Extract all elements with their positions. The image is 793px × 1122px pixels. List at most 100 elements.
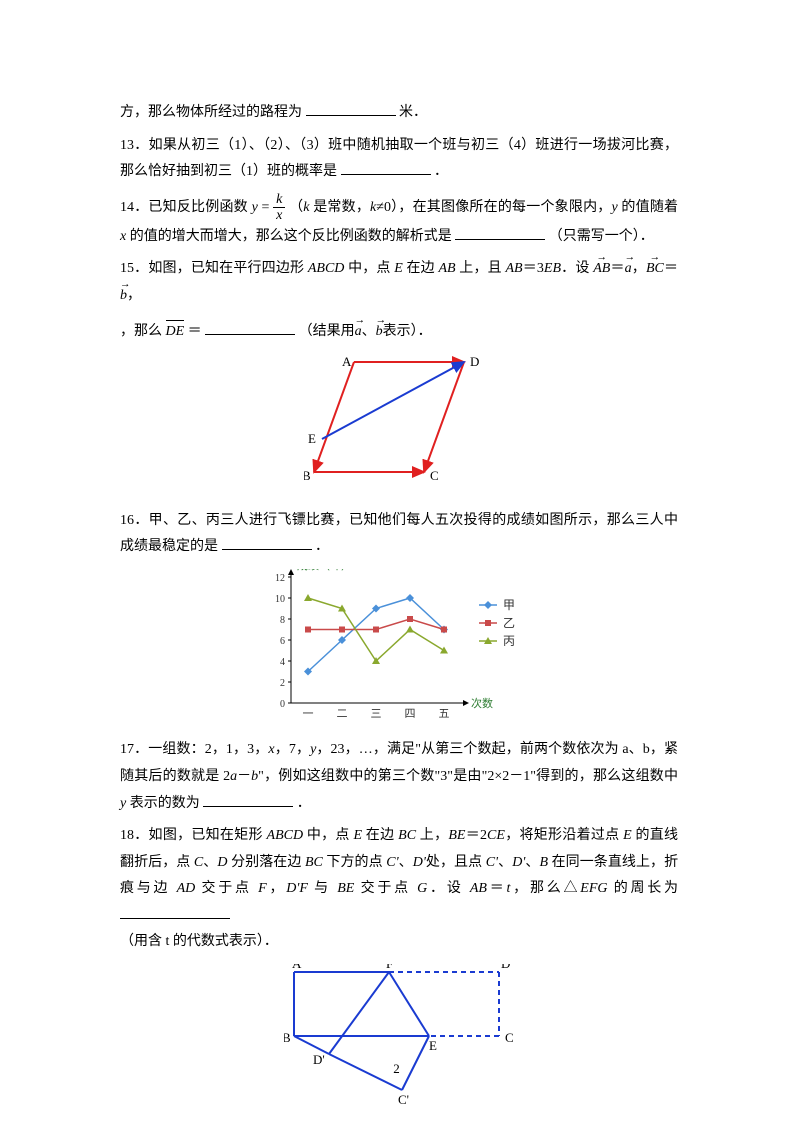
q18-AD: AD [177, 881, 196, 896]
q18-DpF: D'F [286, 881, 308, 896]
page: 方，那么物体所经过的路程为 米． 13．如果从初三（1）、（2）、（3）班中随机… [0, 0, 793, 1122]
q14-frac: k x [273, 192, 285, 224]
q14-num: k [273, 192, 285, 208]
q14-t2: （ [289, 200, 303, 215]
q18-abcd: ABCD [267, 828, 304, 843]
q17-t5: 表示的数为 [126, 796, 200, 811]
q15-EB: EB [544, 261, 561, 276]
q18-t11: 交于点 [195, 881, 258, 896]
svg-text:C': C' [398, 1092, 409, 1104]
svg-text:C: C [505, 1030, 514, 1045]
q18-t18: （用含 t 的代数式表示）． [120, 934, 278, 949]
q18-CE: CE [487, 828, 505, 843]
q15-t1: 15．如图，已知在平行四边形 [120, 261, 308, 276]
svg-text:A: A [342, 354, 352, 369]
q18-C: C [194, 855, 203, 870]
q15-c1: ， [632, 261, 646, 276]
q13-text2: ． [434, 164, 448, 179]
q18-and1: 、 [203, 855, 217, 870]
q17-blank [203, 792, 293, 807]
svg-text:B: B [304, 468, 311, 483]
q14: 14．已知反比例函数 y = k x （k 是常数，k≠0），在其图像所在的每一… [120, 192, 678, 250]
q15-vb2: b [376, 319, 383, 346]
q14-eq: = [262, 200, 274, 215]
fig15-svg: ADEBC [304, 354, 494, 489]
svg-text:二: 二 [337, 708, 348, 719]
svg-text:一: 一 [303, 708, 314, 719]
q12-text1: 方，那么物体所经过的路程为 [120, 105, 302, 120]
fig18-svg: AFDBECD'C' [284, 964, 514, 1104]
q18-eq: ＝2 [465, 828, 487, 843]
q17-t4: "，例如这组数中的第三个数"3"是由"2×2－1"得到的，那么这组数中 [258, 769, 678, 784]
svg-text:12: 12 [275, 573, 285, 584]
q18-E2: E [623, 828, 632, 843]
q18-eqt: ＝ [487, 881, 507, 896]
chart16-svg: 024681012一二三四五成绩（环）次数甲乙丙 [259, 569, 539, 719]
q14-t5: 的值的增大而增大，那么这个反比例函数的解析式是 [126, 229, 452, 244]
q17-t6: ． [297, 796, 311, 811]
q15-t6: ，那么 [120, 324, 166, 339]
svg-text:2: 2 [280, 678, 285, 689]
q18-BC2: BC [305, 855, 323, 870]
q15-t8: （结果用 [299, 324, 355, 339]
q15-va2: a [355, 319, 362, 346]
q18-BC: BC [398, 828, 416, 843]
q18-t16: ，那么△ [510, 881, 580, 896]
q14-t1: 14．已知反比例函数 [120, 200, 252, 215]
q15-t7: ＝ [184, 324, 205, 339]
q15-blank [205, 320, 295, 335]
q18-t2: 中，点 [303, 828, 353, 843]
q15-t9: 表示）． [383, 324, 432, 339]
q15-vb: b [120, 283, 127, 310]
q18: 18．如图，已知在矩形 ABCD 中，点 E 在边 BC 上，BE＝2CE，将矩… [120, 823, 678, 956]
svg-text:五: 五 [439, 708, 450, 719]
svg-text:三: 三 [371, 708, 382, 719]
svg-text:C: C [430, 468, 439, 483]
q18-and4: 、 [525, 855, 539, 870]
q18-BE: BE [448, 828, 465, 843]
q18-t17: 的周长为 [607, 881, 678, 896]
q18-Dp2: D' [512, 855, 525, 870]
q15-DE: DE [166, 319, 185, 346]
q18-t5: ，将矩形沿着过点 [505, 828, 623, 843]
q15-vecBC: BC [646, 256, 664, 283]
q15-veq2: ＝ [664, 261, 678, 276]
q18-t14: 交于点 [354, 881, 417, 896]
chart-16: 024681012一二三四五成绩（环）次数甲乙丙 [120, 569, 678, 730]
page-number: 2 [0, 1057, 793, 1082]
svg-text:乙: 乙 [503, 616, 515, 630]
q13-blank [341, 160, 431, 175]
q18-t3: 在边 [362, 828, 398, 843]
svg-text:次数: 次数 [471, 696, 493, 710]
q18-E: E [353, 828, 362, 843]
svg-text:丙: 丙 [503, 634, 515, 648]
figure-18: AFDBECD'C' [120, 964, 678, 1115]
q16-blank [222, 535, 312, 550]
q15-AB2: AB [505, 261, 522, 276]
q18-EFG: EFG [580, 881, 607, 896]
q17-t1: 17．一组数：2，1，3， [120, 742, 268, 757]
q14-den: x [273, 208, 285, 223]
q18-F: F [258, 881, 267, 896]
q15-c2: ， [127, 288, 141, 303]
q18-t13: 与 [308, 881, 337, 896]
svg-text:F: F [386, 964, 393, 971]
q17: 17．一组数：2，1，3，x，7，y，23，…，满足"从第三个数起，前两个数依次… [120, 737, 678, 817]
q13: 13．如果从初三（1）、（2）、（3）班中随机抽取一个班与初三（4）班进行一场拔… [120, 133, 678, 186]
svg-text:0: 0 [280, 699, 285, 710]
q17-t2: ，7， [275, 742, 310, 757]
svg-text:四: 四 [405, 708, 416, 719]
svg-text:4: 4 [280, 657, 285, 668]
q18-Dp: D' [413, 855, 426, 870]
q18-Cp2: C' [486, 855, 498, 870]
q18-blank [120, 904, 230, 919]
svg-text:10: 10 [275, 594, 285, 605]
q16-t1: 16．甲、乙、丙三人进行飞镖比赛，已知他们每人五次投得的成绩如图所示，那么三人中… [120, 513, 678, 555]
q16-t2: ． [315, 539, 329, 554]
q18-t15: ．设 [427, 881, 470, 896]
q18-AB: AB [470, 881, 487, 896]
svg-text:6: 6 [280, 636, 285, 647]
q18-t7: 分别落在边 [228, 855, 305, 870]
q15-t2: 中，点 [344, 261, 394, 276]
q15-eq1: ＝3 [523, 261, 544, 276]
